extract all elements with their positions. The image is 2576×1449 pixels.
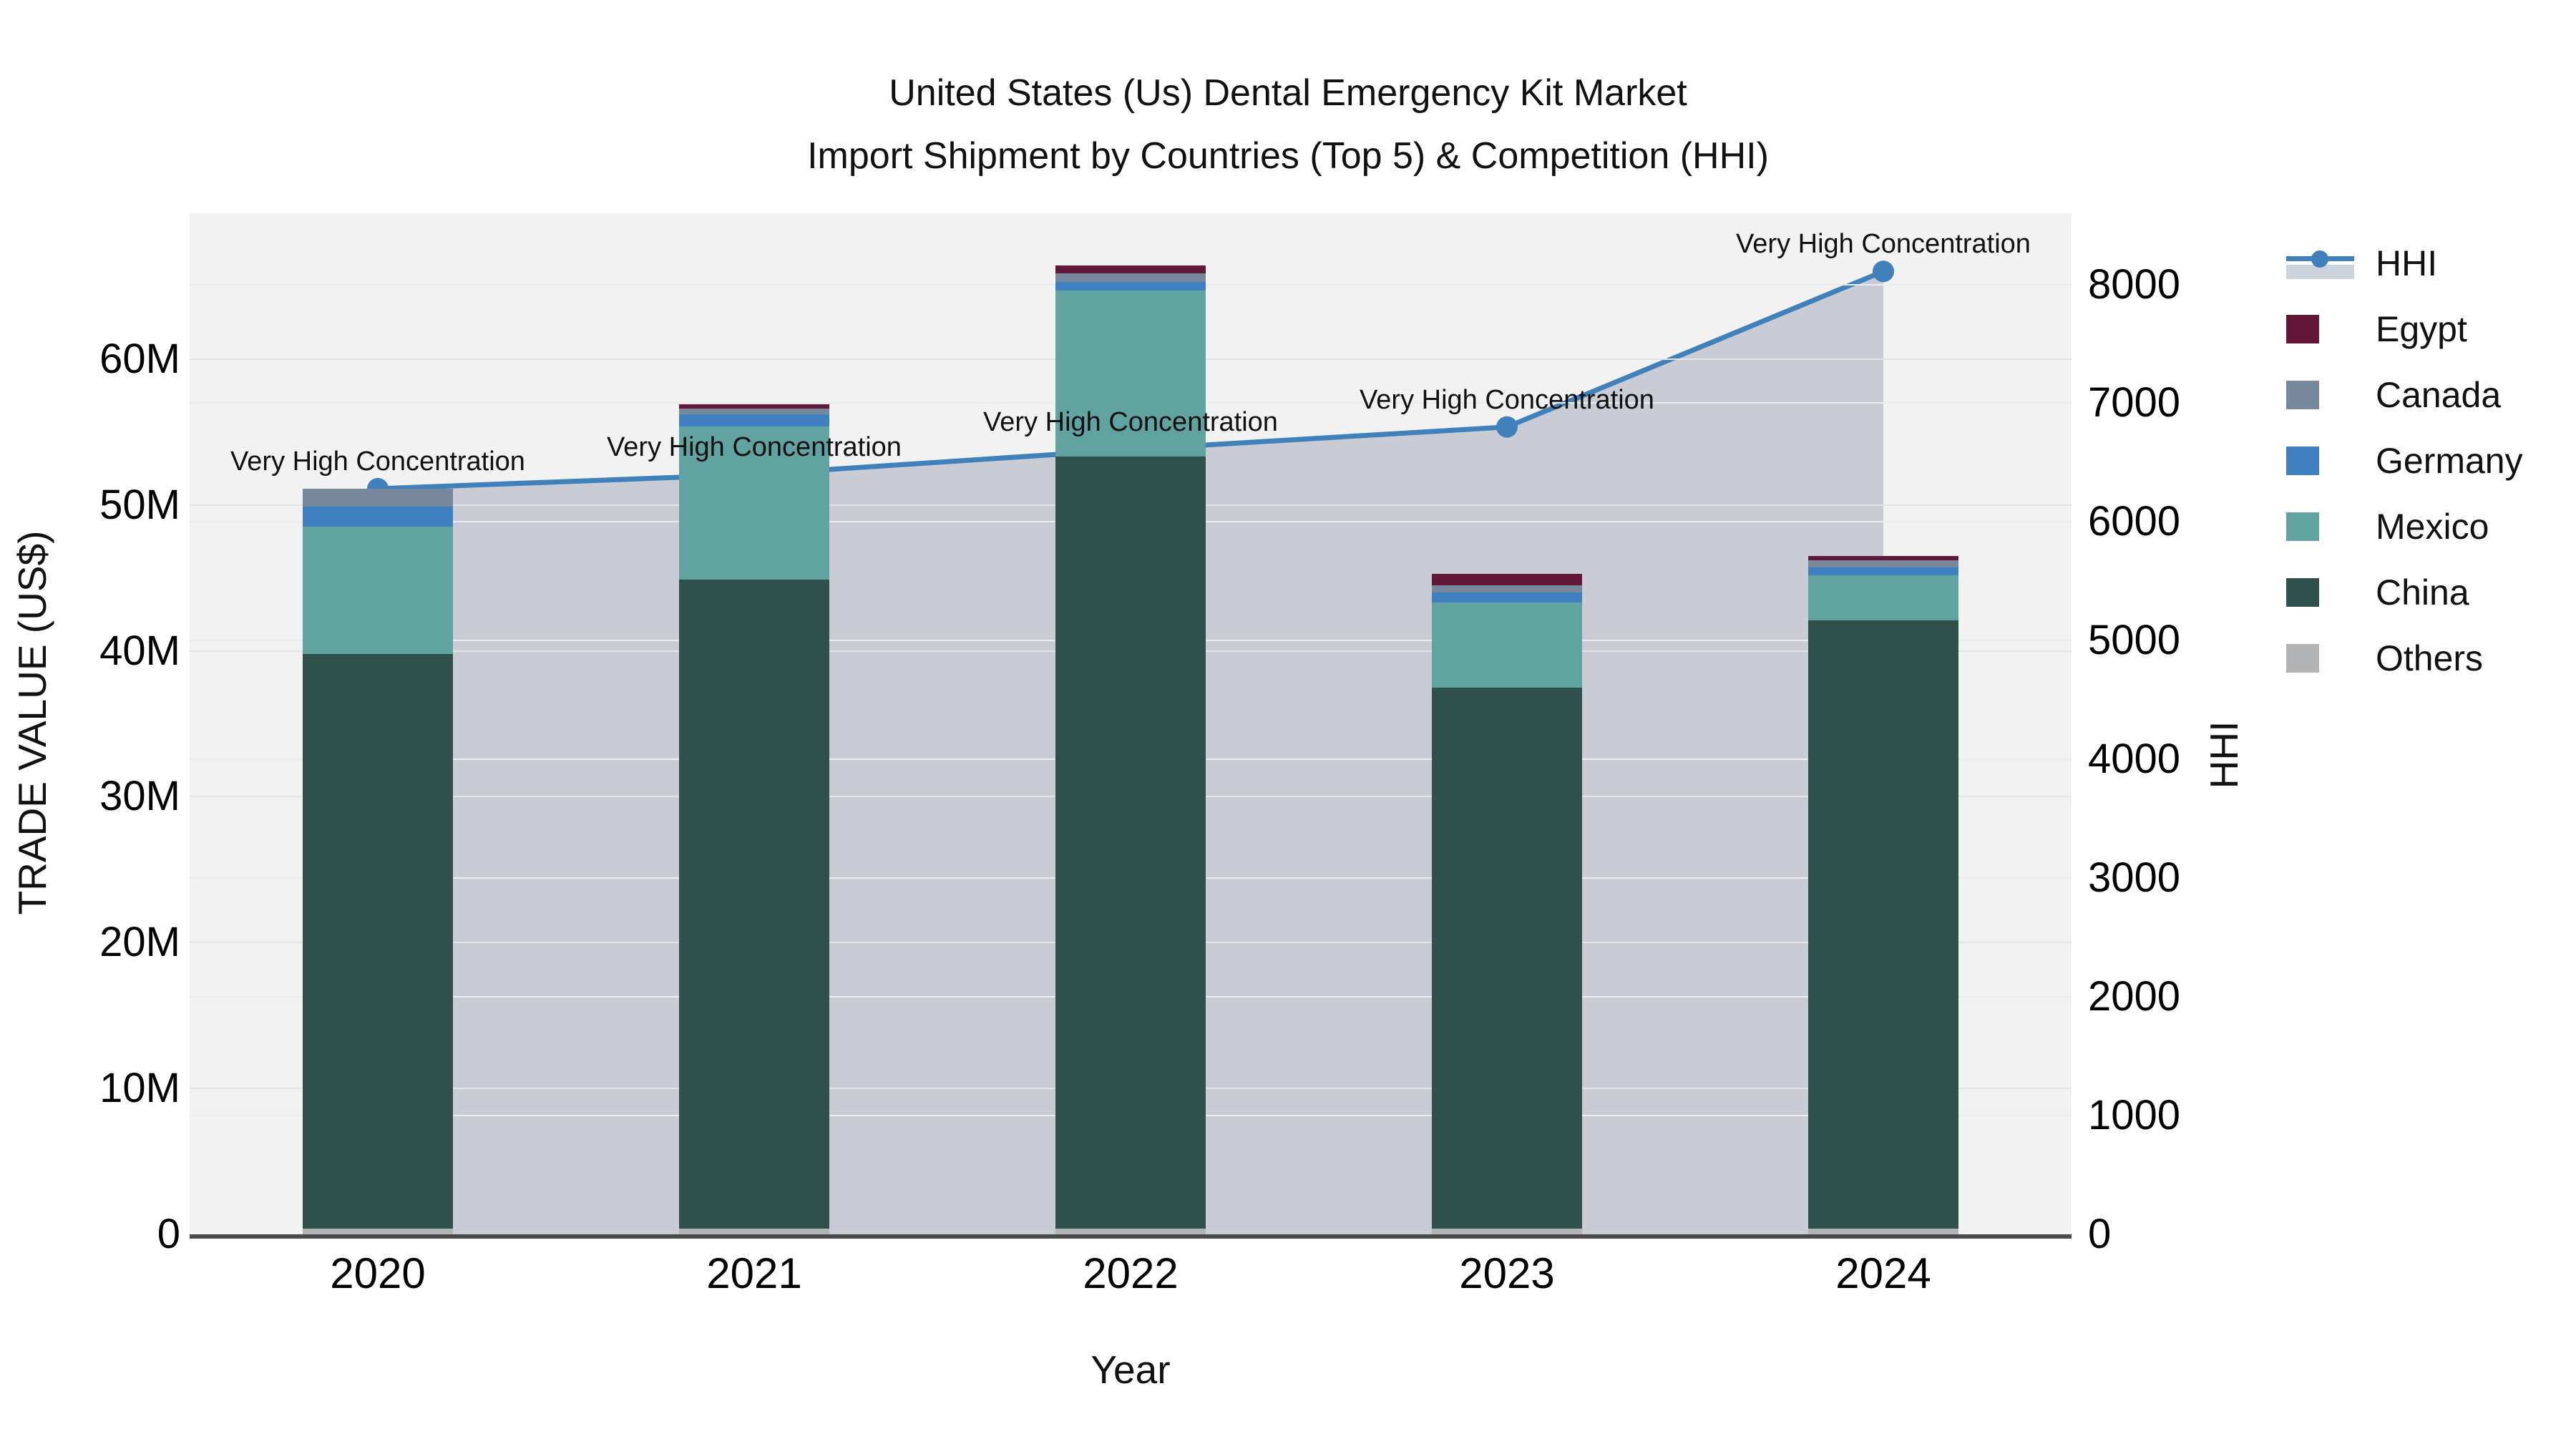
bar-segment-canada-2022: [1055, 273, 1206, 282]
legend-label-china: China: [2376, 572, 2469, 613]
x-axis-tick-2024: 2024: [1835, 1249, 1931, 1297]
bar-segment-others-2024: [1808, 1228, 1958, 1234]
bar-segment-germany-2020: [303, 506, 453, 527]
bar-segment-mexico-2021: [679, 426, 829, 580]
x-axis-tick-2021: 2021: [706, 1249, 802, 1297]
y-axis-tick-right-7000: 7000: [2088, 379, 2181, 426]
hhi-marker: [1496, 416, 1518, 438]
bar-segment-germany-2022: [1055, 281, 1206, 291]
legend-item-mexico[interactable]: Mexico: [2286, 494, 2523, 560]
bar-segment-others-2023: [1432, 1228, 1582, 1234]
y-axis-title-left: TRADE VALUE (US$): [10, 530, 54, 915]
bar-segment-egypt-2021: [679, 404, 829, 409]
legend-item-china[interactable]: China: [2286, 560, 2523, 625]
bar-segment-mexico-2020: [303, 527, 453, 654]
plot-area[interactable]: Very High Concentration Very High Concent…: [190, 213, 2072, 1234]
x-axis-tick-2020: 2020: [330, 1249, 426, 1297]
hhi-area-swatch: [2286, 265, 2354, 279]
y-axis-tick-right-4000: 4000: [2088, 736, 2181, 783]
bar-segment-canada-2024: [1808, 560, 1958, 568]
others-color-swatch: [2286, 644, 2319, 673]
egypt-color-swatch: [2286, 315, 2319, 343]
bar-segment-china-2020: [303, 653, 453, 1229]
y-axis-tick-left-40M: 40M: [99, 627, 180, 674]
legend-label-others: Others: [2376, 638, 2484, 678]
chart-title-line2: Import Shipment by Countries (Top 5) & C…: [807, 135, 1769, 177]
hhi-line-icon: [2286, 245, 2354, 282]
legend-label-mexico: Mexico: [2376, 507, 2489, 547]
x-axis-tick-2023: 2023: [1459, 1249, 1555, 1297]
bar-segment-egypt-2023: [1432, 573, 1582, 585]
legend-item-hhi[interactable]: HHI: [2286, 230, 2523, 296]
y-axis-tick-right-2000: 2000: [2088, 973, 2181, 1020]
y-axis-tick-right-5000: 5000: [2088, 617, 2181, 664]
bar-segment-others-2020: [303, 1228, 453, 1234]
canada-color-swatch: [2286, 381, 2319, 409]
y-axis-tick-right-6000: 6000: [2088, 498, 2181, 545]
mexico-color-swatch: [2286, 512, 2319, 541]
legend-item-canada[interactable]: Canada: [2286, 362, 2523, 428]
chart-title-line1: United States (Us) Dental Emergency Kit …: [889, 72, 1687, 114]
bar-segment-mexico-2023: [1432, 602, 1582, 688]
y-axis-tick-left-60M: 60M: [99, 335, 180, 382]
bar-segment-egypt-2022: [1055, 265, 1206, 273]
bar-segment-canada-2021: [679, 409, 829, 415]
hhi-marker: [1873, 260, 1894, 283]
legend-label-hhi: HHI: [2376, 243, 2438, 283]
y-axis-tick-right-1000: 1000: [2088, 1092, 2181, 1139]
bar-segment-canada-2023: [1432, 585, 1582, 593]
bar-segment-germany-2021: [679, 414, 829, 426]
legend-label-germany: Germany: [2376, 441, 2523, 481]
bar-segment-others-2021: [679, 1228, 829, 1234]
y-axis-tick-left-50M: 50M: [99, 481, 180, 528]
bar-segment-china-2023: [1432, 687, 1582, 1229]
bar-segment-others-2022: [1055, 1228, 1206, 1234]
y-axis-tick-right-3000: 3000: [2088, 854, 2181, 902]
bar-segment-germany-2023: [1432, 592, 1582, 603]
germany-color-swatch: [2286, 447, 2319, 475]
legend-item-egypt[interactable]: Egypt: [2286, 296, 2523, 362]
bar-segment-mexico-2022: [1055, 291, 1206, 457]
legend-label-canada: Canada: [2376, 375, 2502, 415]
legend-item-germany[interactable]: Germany: [2286, 428, 2523, 494]
legend-item-others[interactable]: Others: [2286, 625, 2523, 691]
y-axis-tick-right-8000: 8000: [2088, 260, 2181, 308]
bar-segment-china-2022: [1055, 457, 1206, 1229]
bar-segment-china-2024: [1808, 620, 1958, 1229]
bar-segment-canada-2020: [303, 489, 453, 507]
y-axis-tick-left-10M: 10M: [99, 1065, 180, 1112]
bar-segment-mexico-2024: [1808, 575, 1958, 620]
legend: HHI Egypt Canada Germany Mexico China Ot…: [2286, 230, 2523, 691]
china-color-swatch: [2286, 578, 2319, 607]
x-axis-tick-2022: 2022: [1083, 1249, 1179, 1297]
bar-segment-germany-2024: [1808, 567, 1958, 575]
legend-label-egypt: Egypt: [2376, 309, 2467, 349]
hhi-annotation-2020: Very High Concentration: [230, 446, 525, 477]
y-axis-tick-right-0: 0: [2088, 1211, 2112, 1257]
y-axis-tick-left-0: 0: [157, 1211, 180, 1257]
bar-segment-china-2021: [679, 579, 829, 1229]
hhi-annotation-2022: Very High Concentration: [983, 407, 1278, 438]
y-axis-tick-left-30M: 30M: [99, 773, 180, 820]
x-axis-title: Year: [1091, 1347, 1171, 1392]
hhi-annotation-2021: Very High Concentration: [607, 432, 902, 463]
bar-segment-egypt-2024: [1808, 556, 1958, 561]
hhi-annotation-2023: Very High Concentration: [1360, 384, 1654, 415]
hhi-annotation-2024: Very High Concentration: [1736, 229, 2031, 260]
y-axis-tick-left-20M: 20M: [99, 919, 180, 966]
x-axis-line: [190, 1234, 2072, 1239]
